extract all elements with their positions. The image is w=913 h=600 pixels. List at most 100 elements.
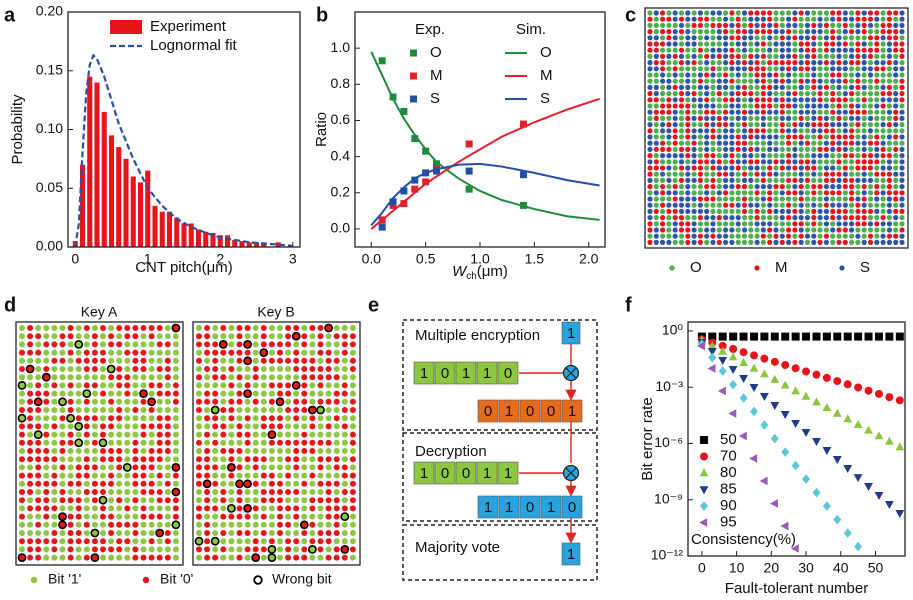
pattern-dot [653, 47, 659, 53]
pattern-dot [754, 97, 760, 103]
pattern-dot [817, 109, 823, 115]
bit-dot [285, 341, 292, 348]
point [378, 223, 386, 231]
bit-dot [116, 325, 123, 331]
bit-dot [83, 530, 90, 536]
pattern-dot [786, 190, 792, 196]
bit-dot [301, 325, 308, 331]
pattern-dot [754, 208, 760, 214]
bit-dot [293, 366, 300, 372]
bit-dot [108, 472, 115, 479]
bit-dot [349, 390, 356, 397]
pattern-dot [735, 103, 741, 109]
bit-dot [116, 513, 123, 520]
pattern-dot [792, 146, 798, 152]
bit-dot [35, 513, 42, 520]
bit-dot [196, 497, 202, 504]
pattern-dot [723, 221, 729, 227]
bit-dot [35, 448, 42, 454]
pattern-dot [836, 215, 842, 221]
bit-dot [100, 398, 106, 405]
bit-dot [108, 554, 115, 561]
bit-dot [43, 366, 50, 372]
pattern-dot [754, 109, 760, 115]
bit-dot [91, 325, 98, 331]
bit-dot [236, 390, 243, 397]
bit-dot [204, 456, 211, 463]
bit-dot [27, 505, 34, 512]
bit-dot [293, 456, 300, 463]
bit-dot [148, 398, 155, 405]
pattern-dot [723, 227, 729, 233]
pattern-dot [685, 78, 691, 84]
bit-dot [301, 472, 308, 479]
bit-dot [164, 439, 171, 446]
bit-dot [285, 472, 292, 479]
bit-dot [293, 349, 300, 356]
pattern-dot [874, 153, 880, 159]
pattern-dot [811, 84, 817, 90]
pattern-dot [767, 177, 773, 183]
pattern-dot [817, 103, 823, 109]
pattern-dot [723, 128, 729, 134]
legend-label: 70 [720, 447, 737, 464]
pattern-dot [678, 215, 685, 221]
pattern-dot [691, 35, 697, 41]
point [759, 476, 768, 486]
point [760, 369, 769, 378]
wrong-bit [243, 503, 252, 513]
pattern-dot [685, 134, 691, 140]
pattern-dot [855, 221, 861, 227]
legend-label: 80 [720, 464, 737, 481]
bit-dot [301, 439, 308, 446]
pattern-dot [767, 171, 773, 177]
pattern-dot [842, 196, 848, 202]
pattern-dot [779, 208, 785, 214]
bar [210, 232, 216, 247]
pattern-dot [804, 208, 811, 214]
bit-dot [341, 448, 348, 454]
pattern-dot [647, 221, 653, 227]
pattern-dot [836, 53, 842, 60]
pattern-dot [861, 41, 867, 47]
wrong-bit [202, 479, 212, 489]
point [718, 366, 727, 376]
legend-marker [410, 72, 417, 80]
bit-dot [172, 521, 179, 528]
bit-dot [349, 513, 356, 520]
bit-dot [51, 464, 58, 471]
point [729, 332, 738, 341]
point [697, 341, 706, 351]
bit-dot [19, 456, 25, 463]
pattern-dot [874, 41, 880, 47]
pattern-dot [704, 134, 710, 140]
pattern-dot [653, 35, 659, 41]
pattern-dot [723, 103, 729, 109]
pattern-dot [893, 103, 899, 109]
pattern-dot [741, 16, 748, 22]
pattern-dot [861, 66, 867, 72]
bit-dot [204, 554, 211, 561]
bit-dot [156, 357, 163, 364]
pattern-dot [666, 202, 672, 208]
pattern-dot [817, 190, 823, 196]
pattern-dot [811, 35, 817, 41]
pattern-dot [886, 66, 893, 72]
bit-dot [244, 464, 251, 471]
bit-dot [260, 439, 267, 446]
pattern-dot [672, 41, 678, 47]
bit-dot [164, 415, 171, 422]
bit-dot [196, 513, 202, 520]
pattern-dot [817, 60, 823, 66]
bar [181, 223, 187, 247]
pattern-dot [830, 128, 836, 134]
point [728, 352, 738, 361]
pattern-dot [836, 122, 842, 128]
bit-dot [83, 439, 90, 446]
bit-dot [116, 546, 123, 553]
bit-dot [148, 439, 155, 446]
pattern-dot [691, 84, 697, 90]
bit-dot [108, 439, 115, 446]
point [749, 351, 758, 360]
pattern-dot [855, 190, 861, 196]
